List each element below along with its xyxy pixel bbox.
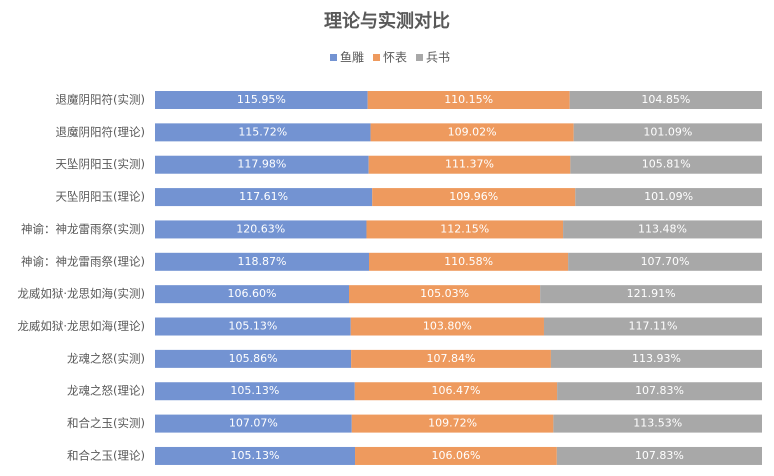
bar-segment bbox=[348, 285, 541, 304]
bar-segment bbox=[354, 382, 558, 401]
value-label: 105.13% bbox=[230, 384, 279, 397]
bar-segment bbox=[569, 91, 762, 109]
value-label: 111.37% bbox=[445, 158, 494, 171]
bar-segment bbox=[369, 252, 569, 271]
bar-segment bbox=[557, 382, 762, 401]
y-tick-label: 神谕：神龙雷雨祭(实测) bbox=[21, 222, 145, 236]
legend-label: 怀表 bbox=[383, 51, 407, 65]
value-label: 101.09% bbox=[643, 125, 692, 138]
y-tick-label: 和合之玉(实测) bbox=[67, 416, 145, 430]
value-label: 105.81% bbox=[642, 158, 691, 171]
bar-segment bbox=[155, 382, 355, 401]
bar-segment bbox=[553, 414, 762, 433]
value-label: 118.87% bbox=[238, 255, 287, 268]
bar-segment bbox=[543, 317, 762, 336]
value-label: 117.11% bbox=[629, 320, 678, 333]
legend-swatch bbox=[416, 54, 423, 61]
legend-label: 兵书 bbox=[426, 51, 450, 65]
y-tick-label: 天坠阴阳玉(实测) bbox=[56, 157, 145, 171]
bar-segment bbox=[366, 220, 564, 239]
y-tick-label: 退魔阴阳符(实测) bbox=[56, 93, 145, 107]
value-label: 109.72% bbox=[428, 417, 477, 430]
bar-segment bbox=[556, 446, 762, 465]
y-tick-label: 神谕：神龙雷雨祭(理论) bbox=[21, 254, 145, 268]
value-label: 121.91% bbox=[627, 287, 676, 300]
value-label: 101.09% bbox=[644, 190, 693, 203]
value-label: 115.72% bbox=[238, 125, 287, 138]
value-label: 109.02% bbox=[448, 125, 497, 138]
value-label: 107.83% bbox=[635, 384, 684, 397]
bar-segment bbox=[155, 155, 369, 174]
bar-segment bbox=[372, 188, 576, 207]
bar-segment bbox=[563, 220, 762, 239]
bar-segment bbox=[155, 317, 351, 336]
value-label: 105.03% bbox=[420, 287, 469, 300]
value-label: 120.63% bbox=[236, 222, 285, 235]
value-label: 103.80% bbox=[423, 320, 472, 333]
value-label: 115.95% bbox=[237, 93, 286, 106]
bar-segment bbox=[351, 414, 554, 433]
bar-segment bbox=[367, 91, 570, 109]
legend-swatch bbox=[373, 54, 380, 61]
value-label: 107.70% bbox=[641, 255, 690, 268]
value-label: 109.96% bbox=[449, 190, 498, 203]
bar-segment bbox=[155, 285, 349, 304]
bar-segment bbox=[355, 446, 557, 465]
bar-segment bbox=[155, 91, 368, 109]
chart-title: 理论与实测对比 bbox=[324, 10, 450, 32]
bar-segment bbox=[368, 155, 571, 174]
value-label: 112.15% bbox=[440, 222, 489, 235]
value-label: 107.07% bbox=[229, 417, 278, 430]
legend-swatch bbox=[330, 54, 337, 61]
legend-label: 鱼雕 bbox=[340, 50, 364, 65]
value-label: 106.06% bbox=[431, 449, 480, 462]
bar-segment bbox=[573, 123, 762, 142]
y-tick-label: 龙魂之怒(实测) bbox=[67, 351, 145, 365]
value-label: 117.61% bbox=[239, 190, 288, 203]
y-tick-label: 龙魂之怒(理论) bbox=[67, 384, 145, 398]
value-label: 110.58% bbox=[444, 255, 493, 268]
bar-segment bbox=[155, 446, 356, 465]
value-label: 113.53% bbox=[633, 417, 682, 430]
bar-segment bbox=[370, 123, 574, 142]
y-tick-label: 退魔阴阳符(理论) bbox=[56, 125, 145, 139]
value-label: 107.84% bbox=[427, 352, 476, 365]
value-label: 110.15% bbox=[444, 93, 493, 106]
value-label: 105.13% bbox=[228, 320, 277, 333]
value-label: 105.13% bbox=[231, 449, 280, 462]
bar-segment bbox=[155, 220, 367, 239]
bar-segment bbox=[155, 349, 352, 368]
value-label: 104.85% bbox=[641, 93, 690, 106]
bar-segment bbox=[570, 155, 762, 174]
bar-segment bbox=[568, 252, 762, 271]
value-label: 113.93% bbox=[632, 352, 681, 365]
bar-segment bbox=[155, 188, 373, 207]
y-tick-label: 龙威如狱·龙思如海(理论) bbox=[17, 319, 145, 333]
value-label: 105.86% bbox=[229, 352, 278, 365]
bar-segment bbox=[155, 123, 371, 142]
y-tick-label: 龙威如狱·龙思如海(实测) bbox=[17, 287, 145, 301]
y-tick-label: 和合之玉(理论) bbox=[67, 448, 145, 462]
value-label: 113.48% bbox=[638, 222, 687, 235]
bar-segment bbox=[540, 285, 762, 304]
bar-segment bbox=[155, 252, 370, 271]
value-label: 117.98% bbox=[237, 158, 286, 171]
bar-segment bbox=[350, 317, 544, 336]
bar-segment bbox=[155, 414, 352, 433]
y-tick-label: 天坠阴阳玉(理论) bbox=[56, 190, 145, 204]
bar-segment bbox=[550, 349, 762, 368]
bar-segment bbox=[351, 349, 551, 368]
value-label: 106.47% bbox=[431, 384, 480, 397]
value-label: 106.60% bbox=[228, 287, 277, 300]
bar-segment bbox=[575, 188, 762, 207]
value-label: 107.83% bbox=[635, 449, 684, 462]
